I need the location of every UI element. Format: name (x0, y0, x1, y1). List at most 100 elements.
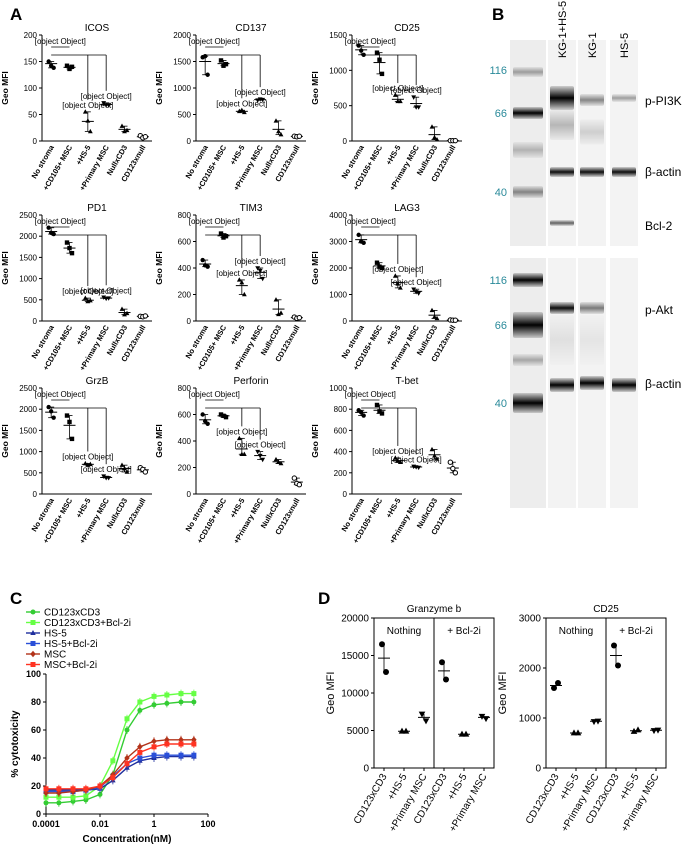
data-point (67, 419, 72, 425)
data-point (418, 711, 426, 718)
data-point (43, 800, 49, 806)
y-tick-label: 1000 (19, 448, 37, 457)
significance-label: [object Object] (235, 441, 286, 450)
data-point (273, 297, 279, 302)
legend-marker (30, 641, 36, 646)
panel-label: A (10, 5, 22, 24)
data-point (447, 459, 454, 465)
blot-band (580, 376, 604, 390)
data-point (85, 118, 91, 123)
data-point (273, 118, 279, 123)
legend-label: MSC (44, 650, 66, 661)
significance-label: [object Object] (391, 278, 442, 287)
lane-label: KG-1 (587, 32, 599, 58)
chart-title: TIM3 (240, 203, 263, 214)
data-point (361, 413, 366, 418)
significance-label: [object Object] (345, 217, 396, 226)
data-point (278, 132, 284, 137)
data-point (142, 469, 149, 475)
significance-label: [object Object] (216, 427, 267, 436)
data-point (397, 285, 403, 290)
series-line (46, 739, 194, 794)
series-hs-5 (43, 752, 197, 795)
data-point (239, 279, 245, 285)
significance-label: [object Object] (391, 455, 442, 464)
legend-marker (30, 662, 36, 667)
data-point (46, 404, 51, 410)
y-tick-label: 0 (187, 317, 192, 326)
data-point (46, 59, 51, 64)
data-point (654, 727, 662, 734)
y-tick-label: 1500 (173, 58, 191, 67)
data-point (291, 475, 298, 481)
data-point (395, 458, 401, 463)
data-point (358, 48, 364, 53)
y-tick-label: 0 (343, 317, 348, 326)
y-tick-label: 3000 (519, 614, 542, 625)
significance-label: [object Object] (81, 465, 132, 474)
data-point (218, 58, 224, 63)
chart-title: ICOS (85, 23, 110, 34)
y-tick-label: 1000 (173, 84, 191, 93)
group-label: + Bcl-2i (619, 626, 653, 637)
data-point (356, 43, 361, 48)
blot-band (550, 167, 574, 177)
y-tick-label: 5000 (347, 726, 370, 737)
significance-label: [object Object] (62, 101, 113, 110)
data-point (452, 317, 459, 323)
data-point (70, 798, 76, 804)
ladder-band (513, 107, 543, 119)
y-tick-label: 500 (24, 469, 38, 478)
data-point (82, 109, 88, 114)
y-tick-label: 400 (178, 264, 192, 273)
data-point (83, 797, 89, 803)
data-point (218, 412, 224, 417)
sample-lane (548, 40, 576, 246)
data-point (87, 298, 93, 303)
significance-label: [object Object] (345, 37, 396, 46)
data-point (255, 98, 261, 103)
y-tick-label: 2500 (19, 384, 37, 393)
data-point (119, 123, 125, 128)
data-point (200, 412, 205, 417)
y-tick-label: 1000 (329, 66, 347, 75)
y-tick-label: 1000 (519, 714, 542, 725)
data-point (241, 451, 247, 457)
significance-label: [object Object] (372, 447, 423, 456)
significance-label: [object Object] (81, 92, 132, 101)
data-point (151, 744, 157, 750)
data-point (101, 295, 107, 300)
band-label: β-actin (645, 377, 681, 391)
y-tick-label: 3000 (329, 238, 347, 247)
y-tick-label: 4000 (329, 211, 347, 220)
data-point (137, 749, 143, 755)
data-point (67, 66, 72, 72)
significance-label: [object Object] (372, 84, 423, 93)
y-axis-label: Geo MFI (154, 251, 164, 285)
y-axis-label: Geo MFI (0, 251, 10, 285)
blot-band (550, 302, 574, 314)
y-tick-label: 150 (24, 58, 38, 67)
data-point (64, 240, 70, 245)
y-tick-label: 0 (187, 490, 192, 499)
data-point (101, 474, 107, 479)
data-point (51, 415, 56, 420)
y-tick-label: 800 (178, 211, 192, 220)
data-point (482, 716, 490, 723)
panel-label: B (492, 5, 504, 24)
mw-marker: 40 (495, 398, 507, 410)
data-point (255, 449, 261, 455)
data-point (64, 413, 70, 418)
data-point (255, 266, 261, 271)
ladder-band (513, 142, 543, 158)
data-point (276, 459, 281, 464)
data-point (555, 680, 561, 686)
data-point (296, 482, 303, 488)
data-point (452, 470, 459, 476)
data-point (137, 699, 143, 705)
band-label: β-actin (645, 165, 681, 179)
